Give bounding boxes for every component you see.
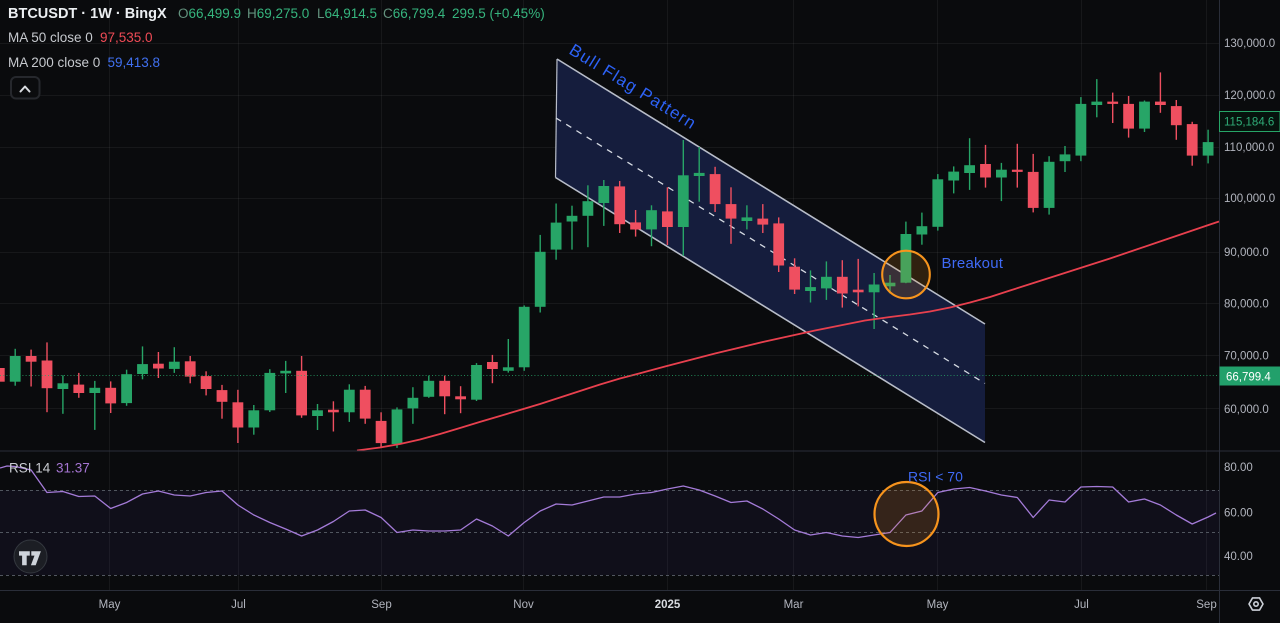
svg-text:RSI 14: RSI 14	[9, 461, 51, 476]
svg-text:O66,499.9: O66,499.9	[178, 6, 241, 21]
svg-text:31.37: 31.37	[56, 461, 90, 476]
svg-text:H69,275.0: H69,275.0	[247, 6, 309, 21]
svg-text:59,413.8: 59,413.8	[108, 55, 161, 70]
svg-text:130,000.0: 130,000.0	[1224, 38, 1275, 50]
svg-text:115,184.6: 115,184.6	[1224, 117, 1274, 129]
svg-text:120,000.0: 120,000.0	[1224, 90, 1275, 102]
svg-text:299.5 (+0.45%): 299.5 (+0.45%)	[452, 6, 545, 21]
svg-text:L64,914.5: L64,914.5	[317, 6, 377, 21]
svg-text:Jul: Jul	[1074, 599, 1089, 611]
svg-text:May: May	[99, 599, 121, 611]
svg-text:Nov: Nov	[513, 599, 534, 611]
svg-text:May: May	[927, 599, 949, 611]
svg-text:60,000.0: 60,000.0	[1224, 404, 1269, 416]
svg-text:80,000.0: 80,000.0	[1224, 299, 1269, 311]
svg-text:66,799.4: 66,799.4	[1226, 372, 1271, 384]
svg-text:60.00: 60.00	[1224, 508, 1253, 520]
svg-text:Sep: Sep	[1196, 599, 1216, 611]
svg-text:40.00: 40.00	[1224, 551, 1253, 563]
svg-text:90,000.0: 90,000.0	[1224, 247, 1269, 259]
svg-text:C66,799.4: C66,799.4	[383, 6, 446, 21]
svg-text:MA 200 close 0: MA 200 close 0	[8, 55, 100, 70]
svg-text:2025: 2025	[655, 599, 681, 611]
svg-text:MA 50 close 0: MA 50 close 0	[8, 30, 93, 45]
svg-text:Breakout: Breakout	[942, 255, 1004, 272]
svg-text:RSI < 70: RSI < 70	[908, 469, 963, 485]
svg-text:97,535.0: 97,535.0	[100, 30, 153, 45]
svg-text:100,000.0: 100,000.0	[1224, 193, 1275, 205]
svg-text:70,000.0: 70,000.0	[1224, 351, 1269, 363]
svg-text:Mar: Mar	[784, 599, 804, 611]
svg-text:Jul: Jul	[231, 599, 246, 611]
svg-text:110,000.0: 110,000.0	[1224, 142, 1274, 154]
svg-text:80.00: 80.00	[1224, 462, 1253, 474]
svg-text:Sep: Sep	[371, 599, 391, 611]
svg-text:BTCUSDT · 1W · BingX: BTCUSDT · 1W · BingX	[8, 6, 167, 22]
